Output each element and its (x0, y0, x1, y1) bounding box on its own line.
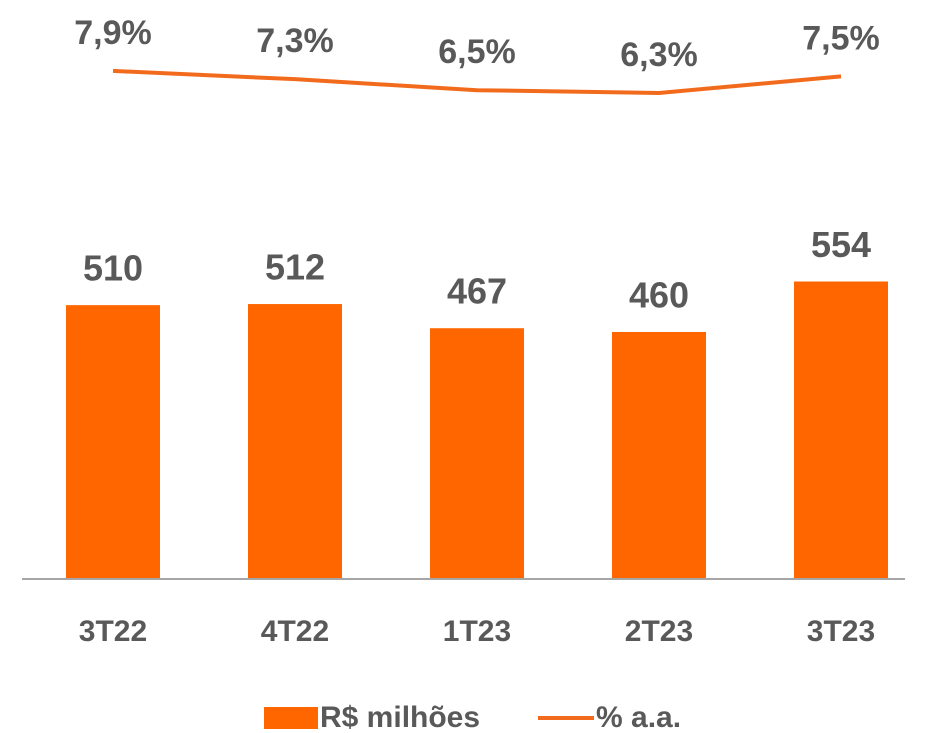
bar-value-label: 512 (265, 247, 325, 288)
bar (612, 331, 706, 579)
x-tick-label: 3T23 (807, 615, 875, 648)
bar-value-label: 467 (447, 271, 507, 312)
line-value-label: 7,9% (74, 14, 152, 52)
legend-label: R$ milhões (320, 701, 480, 733)
bar-value-label: 554 (811, 224, 871, 265)
bar-value-label: 510 (83, 248, 143, 289)
line-value-label: 7,5% (802, 19, 880, 57)
line-value-label: 6,3% (620, 36, 698, 74)
x-tick-label: 2T23 (625, 615, 693, 648)
bar (430, 328, 524, 579)
x-tick-label: 4T22 (261, 615, 329, 648)
line-value-label: 6,5% (438, 33, 516, 71)
line-value-label: 7,3% (256, 22, 334, 60)
bar-value-label: 460 (629, 274, 689, 315)
line (112, 68, 842, 95)
x-tick-label: 1T23 (443, 615, 511, 648)
x-tick-label: 3T22 (79, 615, 147, 648)
bar (66, 305, 160, 579)
bar (248, 304, 342, 579)
bar (794, 281, 888, 579)
legend-swatch (264, 707, 318, 729)
legend-label: % a.a. (596, 701, 681, 733)
